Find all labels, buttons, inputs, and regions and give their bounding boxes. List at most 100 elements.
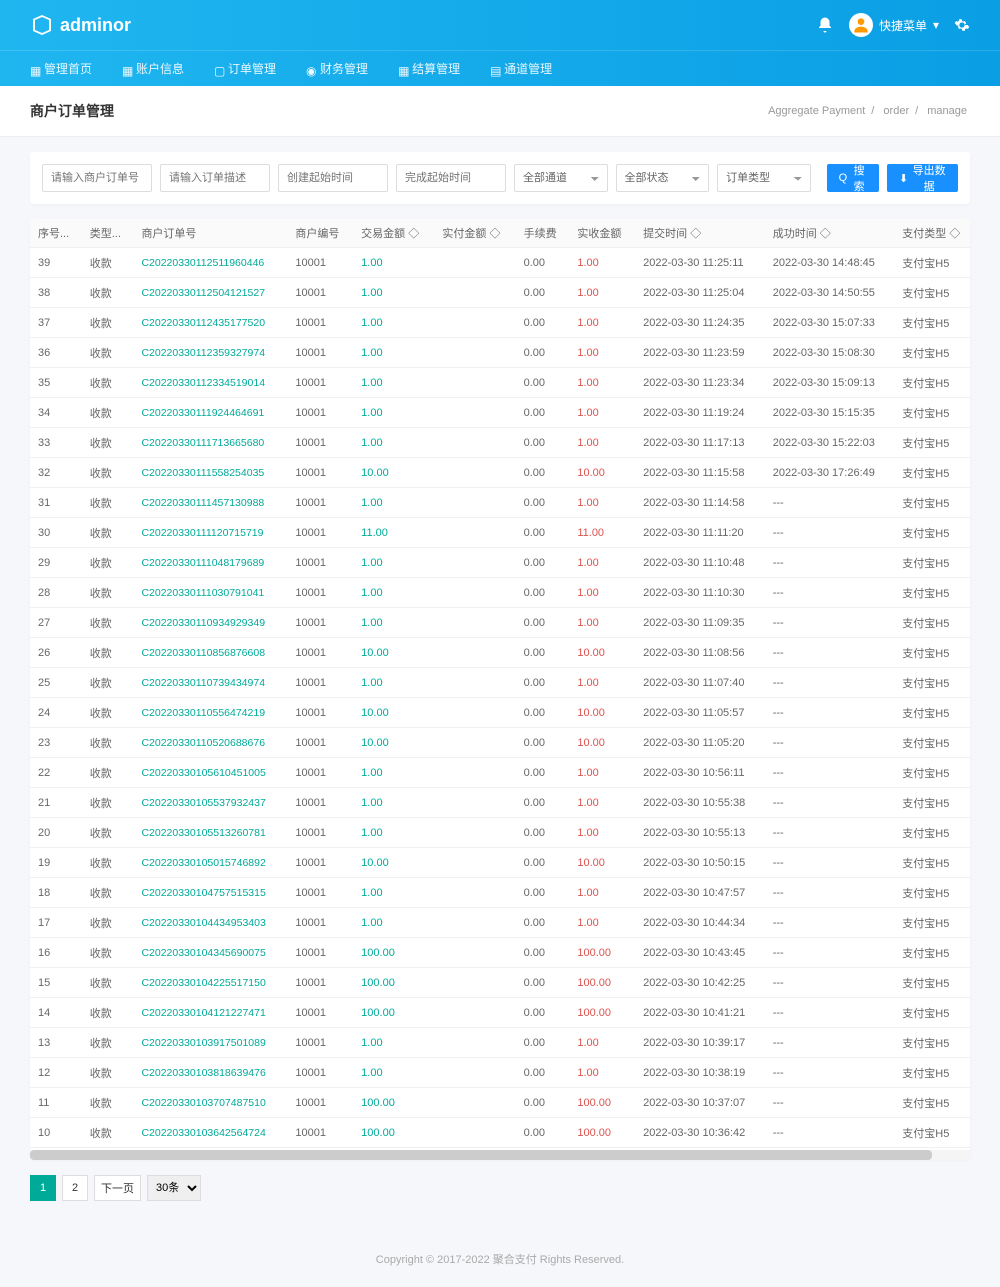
nav-channel[interactable]: ▤通道管理	[490, 60, 552, 77]
cell-order-no[interactable]: C20220330112334519014	[133, 368, 287, 398]
cell-order-no[interactable]: C20220330110556474219	[133, 698, 287, 728]
cell-order-no[interactable]: C20220330112435177520	[133, 308, 287, 338]
cell-recv: 1.00	[569, 278, 635, 308]
table-row: 20收款C20220330105513260781100011.000.001.…	[30, 818, 970, 848]
cell-order-no[interactable]: C20220330103818639476	[133, 1058, 287, 1088]
cell-order-no[interactable]: C20220330112359327974	[133, 338, 287, 368]
cell-order-no[interactable]: C20220330111558254035	[133, 458, 287, 488]
table-row: 11收款C2022033010370748751010001100.000.00…	[30, 1088, 970, 1118]
bell-icon[interactable]	[816, 16, 834, 34]
col-header[interactable]: 商户订单号	[133, 219, 287, 248]
search-button[interactable]: Q搜索	[827, 164, 879, 192]
cell-order-no[interactable]: C20220330110520688676	[133, 728, 287, 758]
page-1[interactable]: 1	[30, 1175, 56, 1201]
col-header[interactable]: 支付类型 ◇	[894, 219, 970, 248]
cell-ok: ---	[765, 818, 895, 848]
cell-type: 收款	[82, 758, 134, 788]
cell-order-no[interactable]: C20220330105015746892	[133, 848, 287, 878]
horizontal-scrollbar[interactable]	[30, 1150, 970, 1160]
cell-ptype: 支付宝H5	[894, 968, 970, 998]
cell-order-no[interactable]: C20220330111030791041	[133, 578, 287, 608]
create-time-input[interactable]	[278, 164, 388, 192]
cell-submit: 2022-03-30 11:09:35	[635, 608, 765, 638]
cell-paid	[434, 698, 515, 728]
cell-order-no[interactable]: C20220330110739434974	[133, 668, 287, 698]
cell-recv: 1.00	[569, 878, 635, 908]
cell-ptype: 支付宝H5	[894, 998, 970, 1028]
col-header[interactable]: 成功时间 ◇	[765, 219, 895, 248]
col-header[interactable]: 商户编号	[287, 219, 353, 248]
cell-order-no[interactable]: C20220330111048179689	[133, 548, 287, 578]
cell-recv: 1.00	[569, 788, 635, 818]
col-header[interactable]: 手续费	[516, 219, 570, 248]
nav-order[interactable]: ▢订单管理	[214, 60, 276, 77]
merchant-order-input[interactable]	[42, 164, 152, 192]
col-header[interactable]: 实付金额 ◇	[434, 219, 515, 248]
export-button[interactable]: ⬇导出数据	[887, 164, 958, 192]
cell-order-no[interactable]: C20220330111457130988	[133, 488, 287, 518]
cell-order-no[interactable]: C20220330112511960446	[133, 248, 287, 278]
status-select[interactable]: 全部状态	[616, 164, 710, 192]
order-desc-input[interactable]	[160, 164, 270, 192]
cell-order-no[interactable]: C20220330103642564724	[133, 1118, 287, 1148]
gear-icon[interactable]	[954, 17, 970, 33]
nav-finance[interactable]: ◉财务管理	[306, 60, 368, 77]
complete-time-input[interactable]	[396, 164, 506, 192]
cell-ptype: 支付宝H5	[894, 818, 970, 848]
cell-order-no[interactable]: C20220330105513260781	[133, 818, 287, 848]
cell-order-no[interactable]: C20220330104121227471	[133, 998, 287, 1028]
cell-fee: 0.00	[516, 458, 570, 488]
cell-seq: 26	[30, 638, 82, 668]
cell-paid	[434, 1028, 515, 1058]
cell-mid: 10001	[287, 758, 353, 788]
nav-settle[interactable]: ▦结算管理	[398, 60, 460, 77]
cell-order-no[interactable]: C20220330104434953403	[133, 908, 287, 938]
cell-order-no[interactable]: C20220330104757515315	[133, 878, 287, 908]
cell-order-no[interactable]: C20220330103917501089	[133, 1028, 287, 1058]
cell-mid: 10001	[287, 248, 353, 278]
cell-recv: 100.00	[569, 968, 635, 998]
cell-order-no[interactable]: C20220330111120715719	[133, 518, 287, 548]
nav-account[interactable]: ▦账户信息	[122, 60, 184, 77]
channel-select[interactable]: 全部通道	[514, 164, 608, 192]
cell-amount: 1.00	[353, 1058, 434, 1088]
cell-ptype: 支付宝H5	[894, 398, 970, 428]
cell-type: 收款	[82, 878, 134, 908]
col-header[interactable]: 提交时间 ◇	[635, 219, 765, 248]
cell-order-no[interactable]: C20220330111713665680	[133, 428, 287, 458]
cell-ok: 2022-03-30 15:15:35	[765, 398, 895, 428]
cell-order-no[interactable]: C20220330110934929349	[133, 608, 287, 638]
table-row: 12收款C20220330103818639476100011.000.001.…	[30, 1058, 970, 1088]
cell-order-no[interactable]: C20220330110856876608	[133, 638, 287, 668]
cell-submit: 2022-03-30 11:19:24	[635, 398, 765, 428]
col-header[interactable]: 实收金额	[569, 219, 635, 248]
nav-home[interactable]: ▦管理首页	[30, 60, 92, 77]
cell-paid	[434, 458, 515, 488]
page-title: 商户订单管理	[30, 101, 114, 121]
cell-ok: ---	[765, 488, 895, 518]
col-header[interactable]: 类型...	[82, 219, 134, 248]
col-header[interactable]: 交易金额 ◇	[353, 219, 434, 248]
cell-fee: 0.00	[516, 818, 570, 848]
cell-ok: 2022-03-30 15:22:03	[765, 428, 895, 458]
page-size-select[interactable]: 30条	[147, 1175, 201, 1201]
cell-order-no[interactable]: C20220330104345690075	[133, 938, 287, 968]
cell-order-no[interactable]: C20220330111924464691	[133, 398, 287, 428]
cell-order-no[interactable]: C20220330105537932437	[133, 788, 287, 818]
cell-order-no[interactable]: C20220330105610451005	[133, 758, 287, 788]
cell-recv: 100.00	[569, 1088, 635, 1118]
cell-order-no[interactable]: C20220330112504121527	[133, 278, 287, 308]
logo[interactable]: adminor	[30, 13, 131, 37]
col-header[interactable]: 序号...	[30, 219, 82, 248]
cell-submit: 2022-03-30 11:10:30	[635, 578, 765, 608]
cell-submit: 2022-03-30 11:08:56	[635, 638, 765, 668]
page-2[interactable]: 2	[62, 1175, 88, 1201]
order-type-select[interactable]: 订单类型	[717, 164, 811, 192]
page-next[interactable]: 下一页	[94, 1175, 141, 1201]
cell-order-no[interactable]: C20220330103707487510	[133, 1088, 287, 1118]
cell-order-no[interactable]: C20220330104225517150	[133, 968, 287, 998]
cell-recv: 100.00	[569, 998, 635, 1028]
cell-ptype: 支付宝H5	[894, 488, 970, 518]
table-row: 22收款C20220330105610451005100011.000.001.…	[30, 758, 970, 788]
user-menu[interactable]: 快捷菜单 ▾	[849, 13, 939, 37]
